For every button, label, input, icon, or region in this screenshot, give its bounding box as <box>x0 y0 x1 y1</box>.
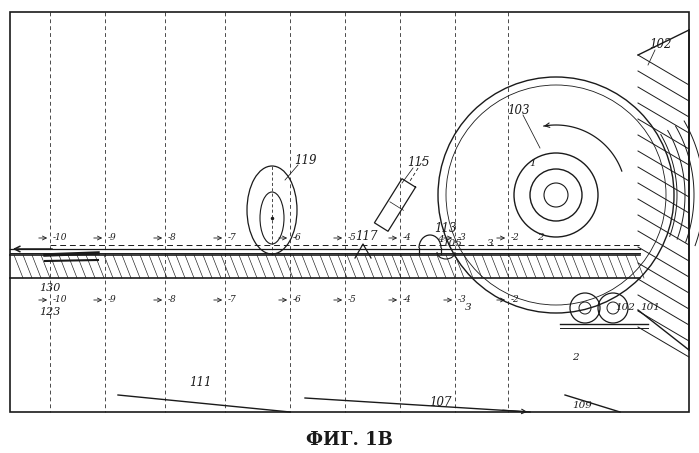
Text: -5: -5 <box>348 233 356 242</box>
Text: 2: 2 <box>572 353 578 362</box>
Bar <box>10 12 689 412</box>
Text: 3: 3 <box>487 240 493 249</box>
Text: 1: 1 <box>530 159 536 168</box>
Text: -10: -10 <box>53 233 68 242</box>
Text: 123: 123 <box>39 307 61 317</box>
Text: 105: 105 <box>442 240 462 249</box>
Text: 2: 2 <box>537 233 543 242</box>
Text: -3: -3 <box>458 295 467 304</box>
Text: 117: 117 <box>355 230 377 242</box>
Text: -6: -6 <box>293 233 302 242</box>
Text: -2: -2 <box>511 233 520 242</box>
Text: -9: -9 <box>108 295 117 304</box>
Text: -7: -7 <box>228 233 237 242</box>
Text: -8: -8 <box>168 233 177 242</box>
Text: 109: 109 <box>572 400 592 410</box>
Text: -4: -4 <box>403 233 412 242</box>
Text: -2: -2 <box>511 295 520 304</box>
Text: 101: 101 <box>640 304 660 313</box>
Text: -4: -4 <box>403 295 412 304</box>
Text: 102: 102 <box>649 39 671 52</box>
Text: 130: 130 <box>39 283 61 293</box>
Text: -7: -7 <box>228 295 237 304</box>
Text: 102: 102 <box>615 304 635 313</box>
Text: -8: -8 <box>168 295 177 304</box>
Text: 3: 3 <box>465 304 471 313</box>
Text: 107: 107 <box>428 396 452 410</box>
Text: 115: 115 <box>407 156 429 169</box>
Text: 113: 113 <box>434 222 456 235</box>
Text: 4: 4 <box>437 236 443 245</box>
Text: -10: -10 <box>53 295 68 304</box>
Text: -6: -6 <box>293 295 302 304</box>
Text: -5: -5 <box>348 295 356 304</box>
Text: 119: 119 <box>294 154 316 167</box>
Text: 111: 111 <box>189 376 211 390</box>
Text: ФИГ. 1В: ФИГ. 1В <box>305 431 392 449</box>
Text: -9: -9 <box>108 233 117 242</box>
Text: -3: -3 <box>458 233 467 242</box>
Text: 103: 103 <box>507 103 529 116</box>
